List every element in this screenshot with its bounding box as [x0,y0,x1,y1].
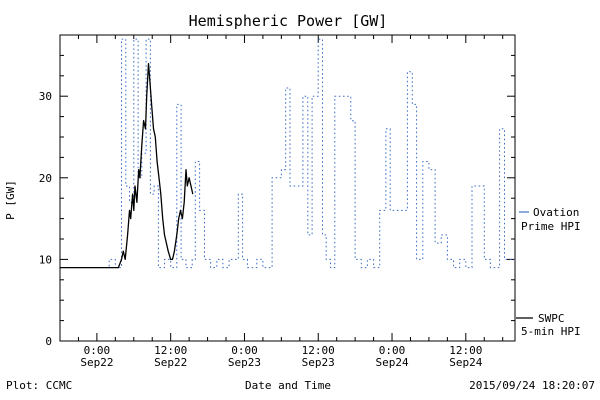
swpc-series-line [60,62,194,269]
x-tick-time-label: 12:00 [449,344,482,357]
y-tick-label: 0 [45,335,52,348]
x-tick-time-label: 0:00 [231,344,258,357]
plot-credit-label: Plot: CCMC [6,379,72,392]
swpc-legend-label-line2: 5-min HPI [521,325,581,338]
x-tick-date-label: Sep24 [375,356,408,369]
x-tick-date-label: Sep23 [228,356,261,369]
x-tick-date-label: Sep23 [302,356,335,369]
plot-timestamp-label: 2015/09/24 18:20:07 [469,379,595,392]
y-tick-label: 10 [39,253,52,266]
x-tick-time-label: 0:00 [379,344,406,357]
ovation-legend-label-line2: Prime HPI [521,220,581,233]
y-tick-label: 20 [39,172,52,185]
ovation-legend-label-line1: Ovation [533,206,579,219]
x-tick-time-label: 12:00 [154,344,187,357]
plot-frame [59,34,516,342]
y-tick-label: 30 [39,90,52,103]
swpc-legend-label-line1: SWPC [538,312,565,325]
x-axis-label: Date and Time [245,379,331,392]
x-tick-time-label: 0:00 [84,344,111,357]
x-tick-date-label: Sep24 [449,356,482,369]
y-axis-label: P [GW] [4,180,17,220]
x-tick-date-label: Sep22 [154,356,187,369]
x-tick-date-label: Sep22 [80,356,113,369]
chart-title: Hemispheric Power [GW] [189,12,388,30]
plot-area: 0:00Sep2212:00Sep220:00Sep2312:00Sep230:… [39,34,516,369]
x-tick-time-label: 12:00 [302,344,335,357]
